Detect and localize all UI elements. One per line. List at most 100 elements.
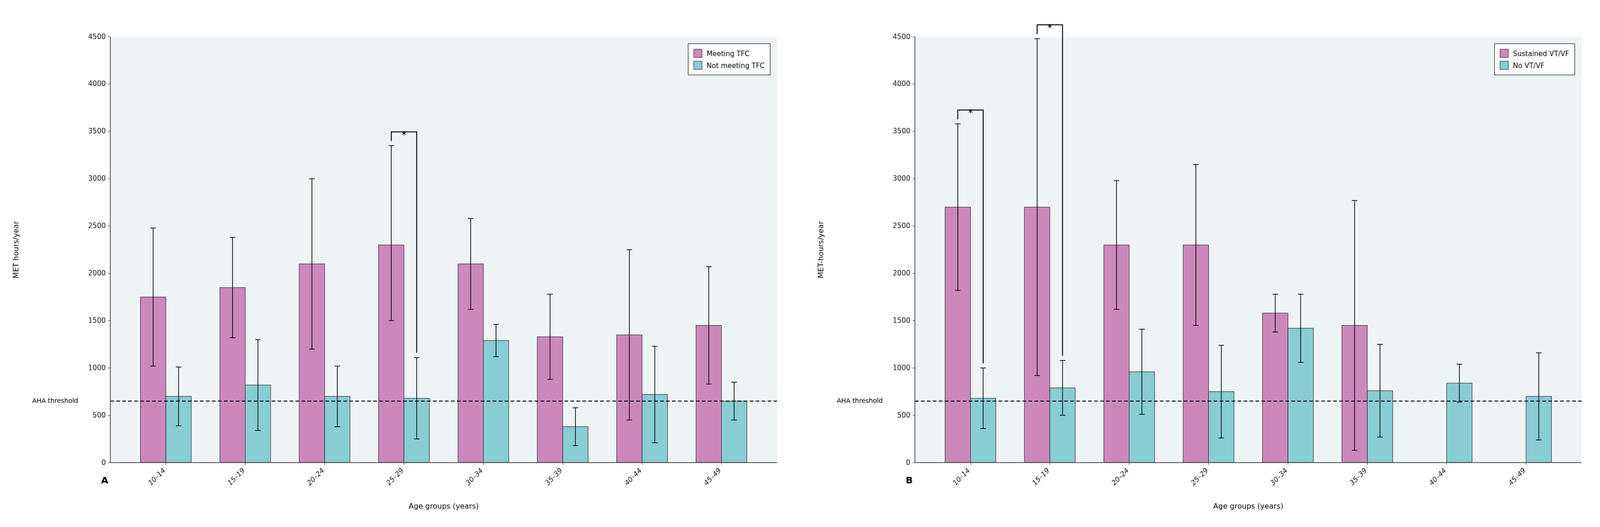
x-tick bbox=[483, 462, 484, 465]
error-cap bbox=[572, 444, 579, 446]
error-stem bbox=[549, 294, 551, 380]
x-tick bbox=[1446, 462, 1447, 465]
error-cap bbox=[414, 438, 420, 440]
error-cap bbox=[706, 383, 712, 385]
panel-letter: A bbox=[101, 474, 109, 486]
error-stem bbox=[232, 237, 234, 338]
significance-bracket bbox=[957, 109, 984, 364]
error-stem bbox=[391, 145, 393, 321]
y-tick-label: 2500 bbox=[88, 221, 106, 230]
error-cap bbox=[309, 178, 315, 180]
legend-swatch bbox=[1500, 61, 1509, 70]
y-axis bbox=[914, 36, 916, 463]
x-tick-label: 15–19 bbox=[1030, 466, 1052, 487]
error-stem bbox=[1195, 164, 1197, 326]
error-cap bbox=[493, 356, 499, 358]
error-stem bbox=[982, 367, 984, 429]
y-tick-label: 2000 bbox=[88, 268, 106, 278]
error-cap bbox=[1351, 449, 1358, 451]
error-cap bbox=[731, 419, 737, 421]
x-tick bbox=[970, 462, 971, 465]
error-stem bbox=[629, 249, 631, 420]
error-bar bbox=[1059, 360, 1066, 416]
y-tick bbox=[108, 83, 111, 85]
error-cap bbox=[176, 366, 182, 368]
y-tick bbox=[912, 178, 916, 179]
x-tick bbox=[1208, 462, 1209, 465]
legend-swatch bbox=[693, 49, 702, 58]
error-cap bbox=[626, 419, 633, 421]
x-tick-label: 45–49 bbox=[1506, 466, 1528, 487]
y-tick-label: 3500 bbox=[88, 126, 106, 136]
significance-bracket bbox=[391, 131, 417, 354]
significance-label: * bbox=[1047, 22, 1053, 34]
error-bar bbox=[493, 324, 499, 357]
y-tick bbox=[108, 36, 111, 38]
x-tick-label: 40–44 bbox=[622, 466, 644, 487]
error-cap bbox=[467, 308, 474, 310]
error-cap bbox=[1034, 375, 1040, 376]
error-cap bbox=[980, 427, 986, 429]
error-cap bbox=[255, 339, 261, 341]
y-tick bbox=[912, 36, 916, 38]
legend-label: Meeting TFC bbox=[706, 49, 750, 58]
y-tick bbox=[912, 415, 916, 416]
error-stem bbox=[1275, 294, 1276, 332]
error-bar bbox=[255, 339, 261, 431]
x-tick-label: 15–19 bbox=[225, 466, 247, 487]
x-tick-label: 20–24 bbox=[305, 466, 326, 487]
error-cap bbox=[1298, 361, 1304, 363]
marks bbox=[140, 145, 747, 463]
error-stem bbox=[470, 218, 472, 310]
y-tick-label: 1500 bbox=[88, 316, 106, 325]
error-cap bbox=[652, 442, 658, 444]
y-tick bbox=[912, 83, 916, 85]
y-tick bbox=[912, 225, 916, 227]
x-tick-label: 10–14 bbox=[950, 466, 972, 487]
y-tick-label: 500 bbox=[92, 410, 106, 420]
x-tick-label: 45–49 bbox=[701, 466, 723, 487]
y-tick-label: 2000 bbox=[892, 268, 911, 278]
error-cap bbox=[1272, 331, 1278, 333]
error-cap bbox=[150, 365, 156, 367]
y-tick bbox=[108, 320, 111, 321]
error-cap bbox=[493, 324, 499, 325]
error-cap bbox=[388, 145, 394, 147]
x-tick-label: 35–39 bbox=[543, 466, 564, 487]
error-cap bbox=[1536, 352, 1542, 354]
chart: 05001000150020002500300035004000450010–1… bbox=[0, 0, 1600, 527]
error-stem bbox=[311, 178, 313, 349]
error-cap bbox=[1059, 414, 1066, 416]
error-cap bbox=[1536, 439, 1542, 441]
error-bar bbox=[1456, 364, 1463, 402]
error-bar bbox=[626, 249, 633, 420]
error-cap bbox=[955, 123, 961, 125]
x-tick bbox=[1287, 462, 1289, 465]
y-tick-label: 1000 bbox=[892, 363, 911, 372]
error-stem bbox=[957, 123, 959, 291]
error-cap bbox=[1456, 363, 1463, 365]
error-bar bbox=[1034, 38, 1040, 376]
error-cap bbox=[955, 290, 961, 291]
x-axis-label: Age groups (years) bbox=[408, 501, 479, 511]
reference-line bbox=[110, 400, 778, 402]
error-cap bbox=[229, 236, 236, 238]
y-tick bbox=[108, 225, 111, 227]
y-tick-label: 0 bbox=[101, 458, 106, 467]
error-bar bbox=[1138, 329, 1145, 415]
error-bar bbox=[1377, 344, 1383, 438]
error-cap bbox=[1456, 401, 1463, 403]
error-cap bbox=[1138, 328, 1145, 330]
error-stem bbox=[1300, 294, 1302, 363]
x-tick-label: 25–29 bbox=[1189, 466, 1210, 487]
legend-label: Sustained VT/VF bbox=[1513, 49, 1570, 58]
error-stem bbox=[708, 266, 710, 384]
legend-swatch bbox=[693, 61, 702, 70]
error-cap bbox=[414, 357, 420, 359]
error-cap bbox=[150, 227, 156, 229]
error-cap bbox=[229, 337, 236, 339]
y-tick bbox=[912, 320, 916, 321]
x-tick bbox=[244, 462, 246, 465]
y-tick bbox=[108, 367, 111, 369]
error-stem bbox=[1379, 344, 1381, 438]
